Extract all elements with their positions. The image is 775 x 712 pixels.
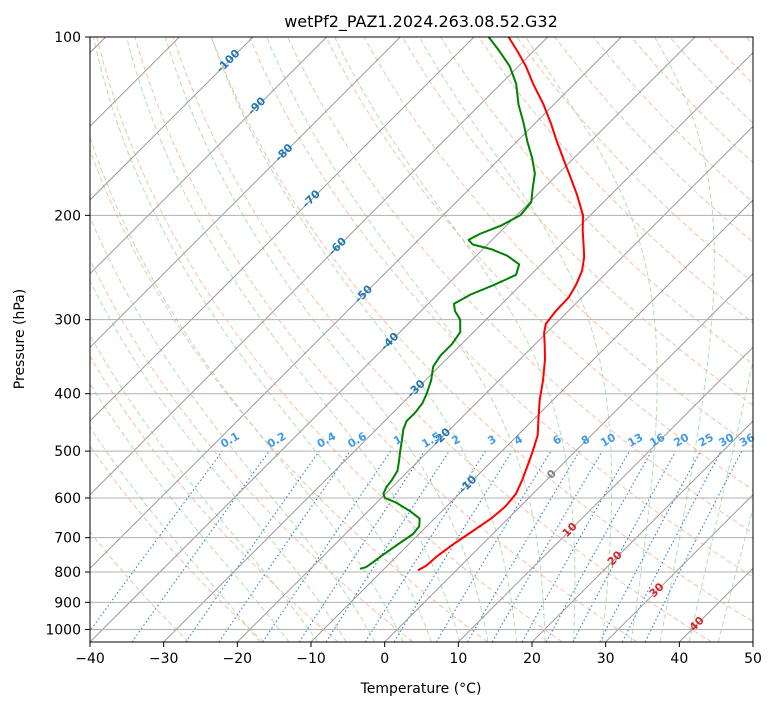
x-tick-label: 50 <box>744 651 762 667</box>
x-tick-label: −10 <box>296 651 326 667</box>
x-tick-label: 10 <box>449 651 467 667</box>
y-tick-label: 400 <box>54 387 81 403</box>
x-tick-label: 20 <box>523 651 541 667</box>
y-tick-label: 700 <box>54 531 81 547</box>
y-axis-title: Pressure (hPa) <box>12 289 28 389</box>
y-tick-label: 100 <box>54 30 81 46</box>
y-tick-label: 300 <box>54 313 81 329</box>
x-axis-title: Temperature (°C) <box>360 681 482 697</box>
x-tick-label: 0 <box>380 651 389 667</box>
x-tick-label: −30 <box>149 651 179 667</box>
x-tick-label: 30 <box>597 651 615 667</box>
chart-title: wetPf2_PAZ1.2024.263.08.52.G32 <box>284 12 558 32</box>
x-tick-label: −40 <box>75 651 105 667</box>
y-tick-label: 600 <box>54 491 81 507</box>
y-tick-label: 800 <box>54 565 81 581</box>
x-tick-label: 40 <box>670 651 688 667</box>
x-tick-label: −20 <box>223 651 253 667</box>
y-tick-label: 900 <box>54 595 81 611</box>
y-tick-label: 200 <box>54 208 81 224</box>
y-tick-label: 1000 <box>45 622 81 638</box>
y-tick-label: 500 <box>54 444 81 460</box>
